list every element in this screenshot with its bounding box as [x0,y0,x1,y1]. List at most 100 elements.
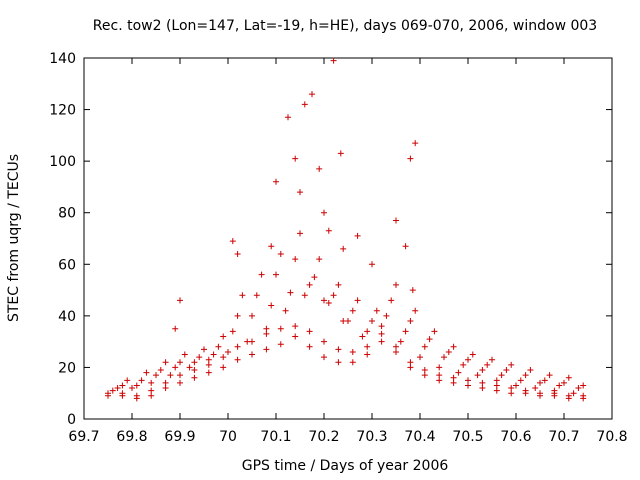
data-point-track-4 [325,299,332,306]
data-point-track-3 [129,385,135,392]
data-point-track-1 [306,343,313,350]
data-point-track-3 [417,354,423,361]
data-point-outliers [402,243,409,250]
x-axis-label: GPS time / Days of year 2006 [242,458,449,474]
data-point-track-4 [306,281,313,288]
data-point-track-4 [517,377,524,384]
data-point-track-5 [196,354,203,361]
data-point-track-6 [220,333,227,340]
data-point-track-3 [397,338,404,345]
data-point-outliers [325,227,332,234]
data-point-track-2 [349,348,356,355]
data-point-outliers [285,114,291,121]
data-point-track-5 [349,307,356,314]
data-point-outliers [340,245,347,252]
data-point-track-4 [460,361,467,368]
data-point-track-1 [292,333,299,340]
data-point-track-2 [306,328,313,335]
data-point-track-5 [273,271,279,278]
data-point-track-4 [191,359,198,366]
data-point-track-6 [201,346,207,353]
data-point-track-3 [455,369,462,376]
y-tick-label: 0 [67,412,76,428]
data-point-track-6 [431,328,438,335]
data-point-track-6 [373,307,380,314]
y-axis: 0 20 40 60 80 100 120 140 [49,51,612,428]
data-point-track-2 [421,367,428,374]
data-point-track-6 [354,297,361,304]
x-tick-label: 70.4 [404,429,435,445]
x-tick-label: 69.9 [164,429,195,445]
data-point-track-2 [393,343,399,350]
data-point-track-2 [277,325,284,332]
data-point-track-3 [186,364,193,371]
data-point-outliers [369,261,375,268]
data-point-track-5 [292,256,299,263]
x-axis: 69.7 69.8 69.9 70 70.1 70.2 70.3 70.4 70.5 70.6 70… [68,58,628,445]
data-point-track-3 [167,372,174,379]
data-point-outliers [268,243,275,250]
data-point-track-2 [105,390,111,397]
data-point-track-3 [205,356,212,363]
data-point-track-1 [277,341,284,348]
data-point-track-5 [465,356,471,363]
data-point-track-5 [215,343,222,350]
data-point-outliers [316,165,323,172]
data-point-track-1 [493,387,500,394]
x-tick-label: 70.8 [596,429,627,445]
data-point-outliers [292,155,299,162]
data-point-track-4 [421,343,428,350]
data-point-track-5 [253,292,260,299]
data-point-track-2 [378,330,385,337]
data-point-track-2 [479,379,486,386]
data-point-track-6 [546,372,553,379]
data-point-outliers [177,297,183,304]
data-point-track-2 [522,387,529,394]
data-point-track-1 [349,359,356,366]
data-point-track-1 [465,382,471,389]
data-point-track-2 [162,379,169,386]
data-point-outliers [234,250,241,257]
data-points [105,57,587,402]
data-point-track-6 [297,230,303,237]
data-point-track-6 [469,351,476,358]
y-tick-label: 120 [49,103,76,119]
data-point-track-1 [479,385,486,392]
data-point-track-1 [450,379,457,386]
data-point-track-1 [335,359,342,366]
y-tick-label: 40 [58,309,76,325]
data-point-track-4 [383,312,390,319]
data-point-track-2 [364,343,371,350]
data-point-outliers [297,189,303,196]
y-tick-label: 20 [58,360,76,376]
x-tick-label: 70 [219,429,237,445]
data-point-track-2 [292,323,299,330]
data-point-track-2 [407,359,414,366]
data-point-track-3 [148,379,155,386]
data-point-track-6 [162,359,169,366]
data-point-track-5 [503,367,510,374]
data-point-track-3 [551,387,558,394]
data-point-track-5 [330,292,337,299]
data-point-track-6 [412,307,419,314]
data-point-track-3 [109,387,116,394]
data-point-track-4 [556,382,563,389]
data-point-track-6 [508,361,515,368]
data-point-track-2 [436,372,443,379]
data-point-track-2 [565,392,572,399]
y-tick-label: 80 [58,206,76,222]
data-point-track-1 [162,385,169,392]
data-point-track-3 [359,333,366,340]
data-point-track-3 [532,385,539,392]
data-point-track-6 [181,351,188,358]
data-point-track-6 [489,356,495,363]
data-point-track-3 [493,377,500,384]
data-point-track-6 [335,281,342,288]
data-point-outliers [393,217,399,224]
data-point-track-2 [205,361,212,368]
data-point-track-2 [493,382,500,389]
data-point-track-5 [561,379,567,386]
data-point-track-1 [263,346,270,353]
data-point-outliers [301,101,308,108]
